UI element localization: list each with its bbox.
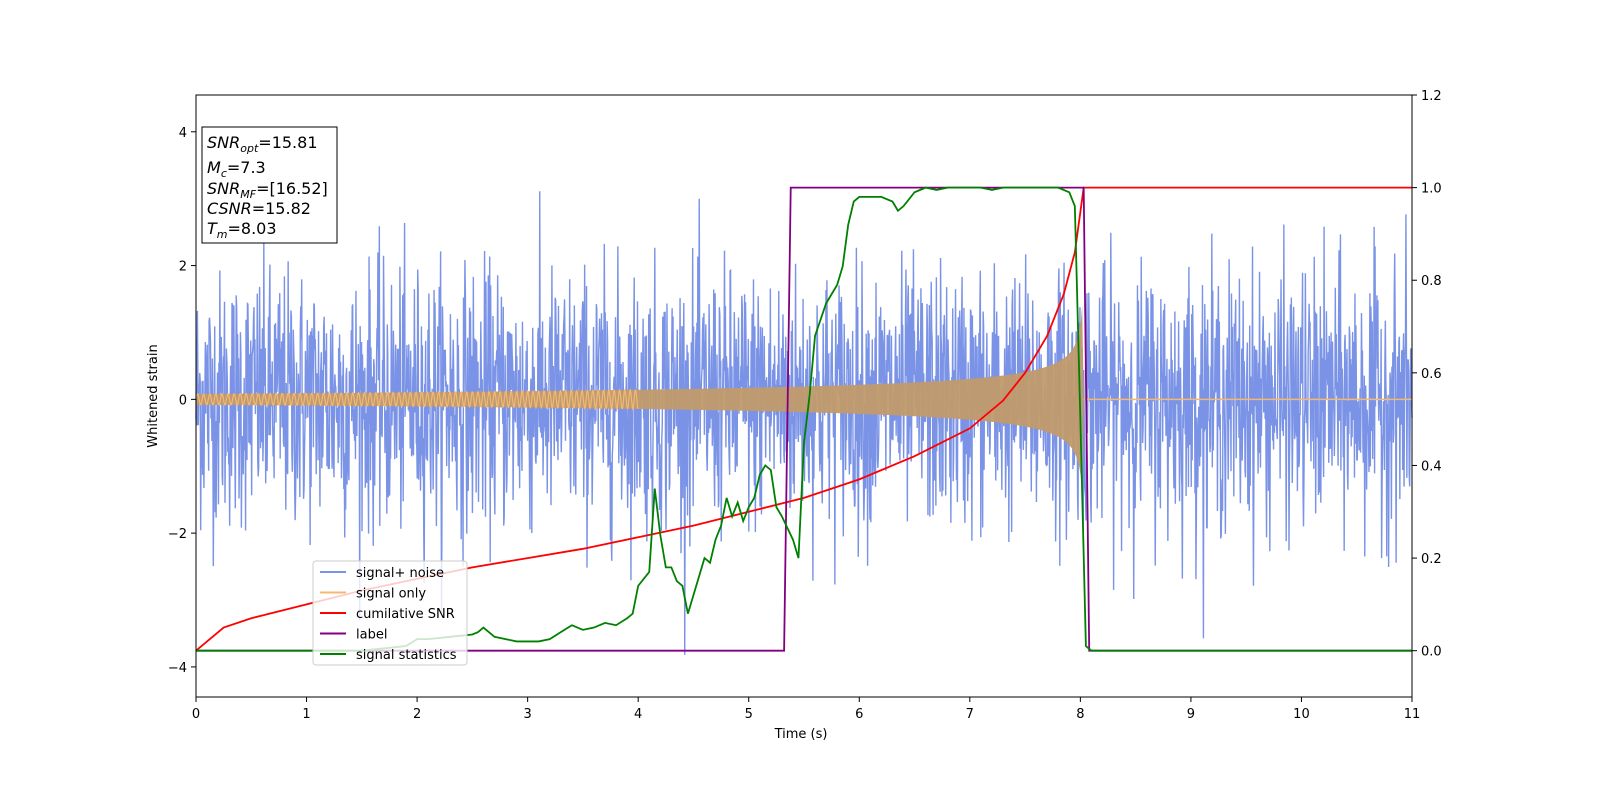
y-right-tick-label: 0.2 (1421, 552, 1442, 567)
legend-label: signal only (356, 587, 426, 602)
info-chirp-mass: Mc=7.3 (207, 158, 266, 180)
signal-only-series (195, 305, 1412, 494)
y-right-tick-label: 0.0 (1421, 645, 1442, 660)
legend: signal+ noise signal only cumilative SNR la… (312, 560, 468, 666)
signal-only-oscillation (195, 388, 639, 411)
info-csnr: CSNR=15.82 (207, 199, 311, 218)
y-right-tick-label: 0.4 (1421, 459, 1442, 474)
x-tick-label: 9 (1187, 707, 1195, 722)
y-axis-right-ticks: 1.2 1.0 0.8 0.6 0.4 0.2 0.0 (1412, 89, 1442, 660)
info-box: SNRopt=15.81 Mc=7.3 SNRMF=[16.52] CSNR=1… (201, 126, 338, 244)
x-tick-label: 11 (1404, 707, 1421, 722)
x-tick-label: 8 (1076, 707, 1084, 722)
plot-frame (195, 94, 1413, 698)
legend-label: signal statistics (356, 648, 457, 663)
y-left-tick-label: 0 (179, 393, 187, 408)
x-tick-label: 10 (1293, 707, 1310, 722)
x-axis-ticks: 0 1 2 3 4 5 6 7 8 9 10 11 (192, 697, 1420, 722)
y-axis-left-ticks: 4 2 0 −2 −4 (168, 126, 196, 676)
info-snr-opt: SNRopt=15.81 (207, 133, 318, 155)
info-tm: Tm=8.03 (207, 219, 277, 241)
legend-label: signal+ noise (356, 566, 444, 581)
y-left-tick-label: 2 (179, 260, 187, 275)
x-tick-label: 1 (302, 707, 310, 722)
y-right-tick-label: 1.2 (1421, 89, 1442, 104)
info-snr-mf: SNRMF=[16.52] (207, 179, 328, 201)
signal-only-envelope (196, 305, 1084, 494)
info-box-frame (201, 126, 338, 244)
y-axis-label: Whitened strain (146, 344, 161, 447)
legend-label: cumilative SNR (356, 607, 455, 622)
y-right-tick-label: 0.8 (1421, 274, 1442, 289)
x-tick-label: 3 (523, 707, 531, 722)
x-tick-label: 7 (966, 707, 974, 722)
y-left-tick-label: 4 (179, 126, 187, 141)
x-tick-label: 2 (413, 707, 421, 722)
legend-label: label (356, 628, 387, 643)
signal-statistics-line (196, 186, 1412, 652)
x-tick-label: 5 (745, 707, 753, 722)
x-axis-label: Time (s) (774, 727, 828, 742)
x-tick-label: 4 (634, 707, 642, 722)
y-right-tick-label: 0.6 (1421, 367, 1442, 382)
y-left-tick-label: −2 (168, 527, 187, 542)
x-tick-label: 6 (855, 707, 863, 722)
legend-frame (312, 560, 468, 666)
y-right-tick-label: 1.0 (1421, 182, 1442, 197)
y-left-tick-label: −4 (168, 661, 187, 676)
x-tick-label: 0 (192, 707, 200, 722)
